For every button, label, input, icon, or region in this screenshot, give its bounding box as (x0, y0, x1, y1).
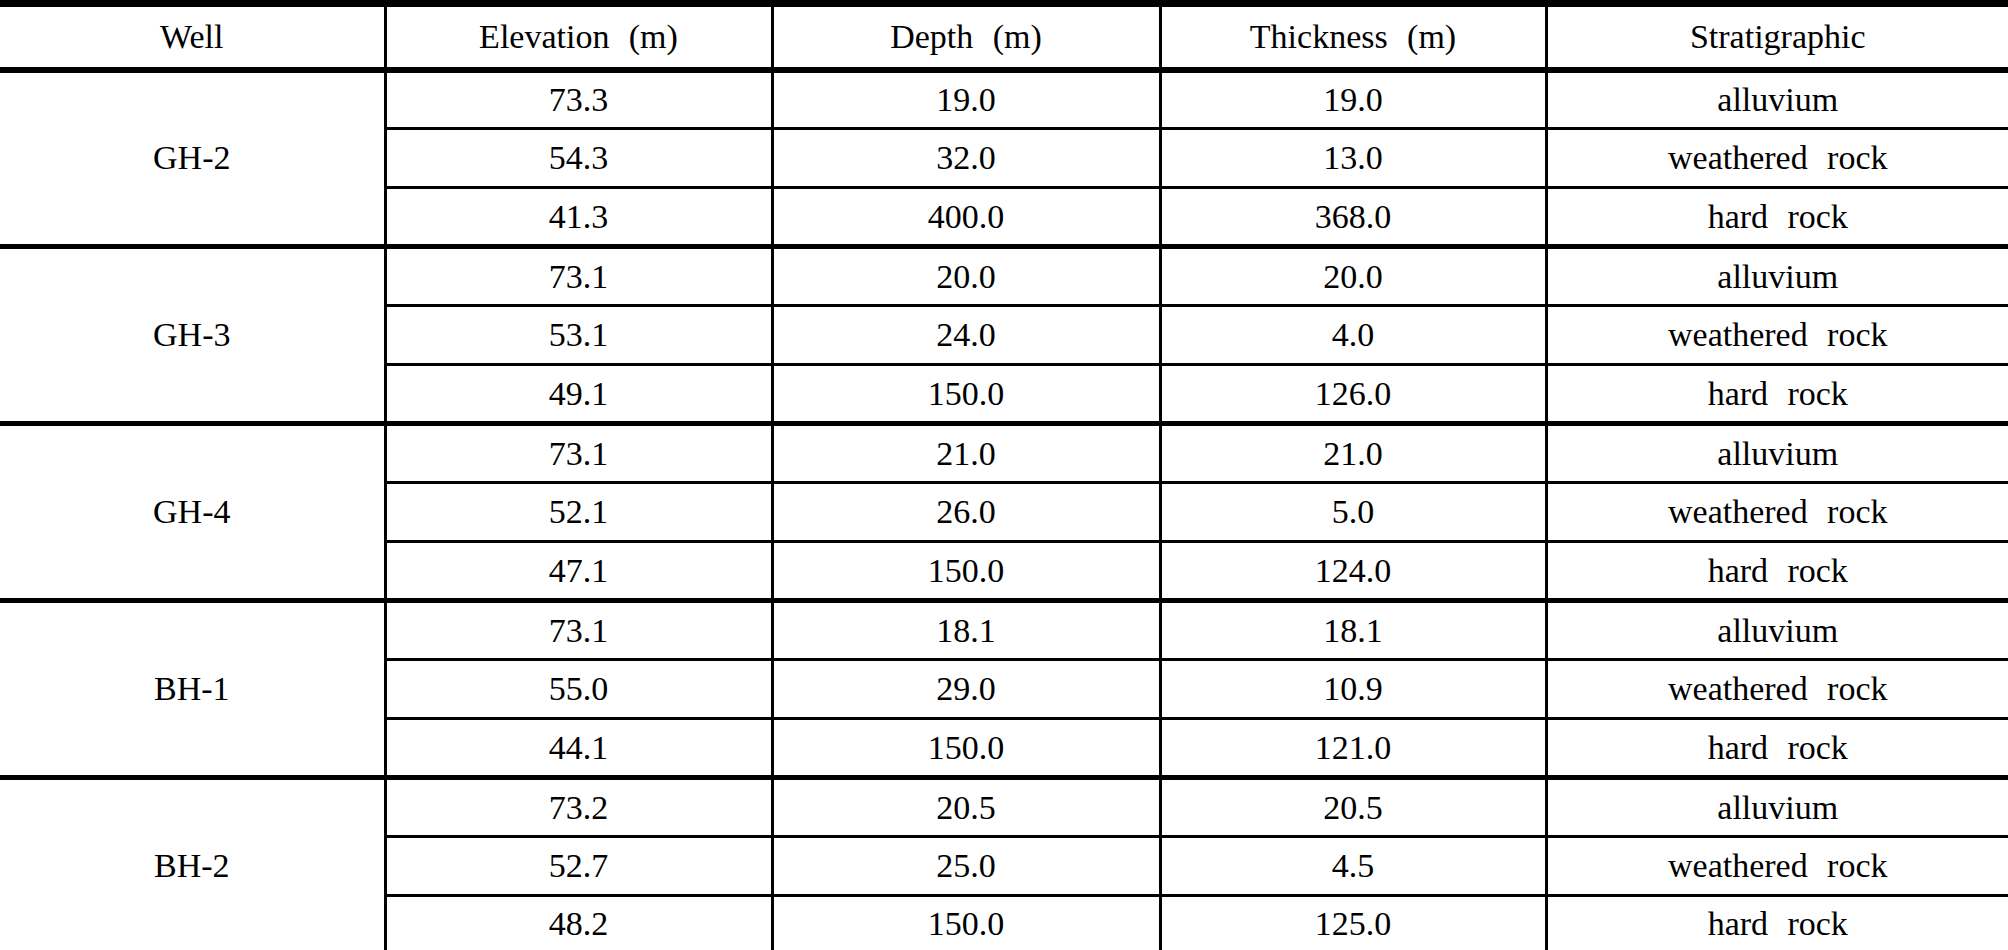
depth-cell: 26.0 (772, 483, 1160, 542)
thickness-cell: 18.1 (1160, 601, 1546, 660)
depth-cell: 150.0 (772, 719, 1160, 778)
depth-cell: 150.0 (772, 365, 1160, 424)
stratigraphic-cell: weathered rock (1546, 306, 2008, 365)
depth-cell: 24.0 (772, 306, 1160, 365)
stratigraphic-cell: hard rock (1546, 188, 2008, 247)
well-cell: BH-1 (0, 601, 385, 778)
elevation-cell: 49.1 (385, 365, 772, 424)
stratigraphic-cell: weathered rock (1546, 837, 2008, 896)
elevation-cell: 53.1 (385, 306, 772, 365)
depth-cell: 25.0 (772, 837, 1160, 896)
column-header-elevation: Elevation (m) (385, 4, 772, 70)
table-row: GH-3 73.1 20.0 20.0 alluvium (0, 247, 2008, 306)
stratigraphic-cell: alluvium (1546, 424, 2008, 483)
elevation-cell: 55.0 (385, 660, 772, 719)
stratigraphic-cell: hard rock (1546, 896, 2008, 950)
column-header-well: Well (0, 4, 385, 70)
well-cell: GH-2 (0, 70, 385, 247)
thickness-cell: 125.0 (1160, 896, 1546, 950)
depth-cell: 19.0 (772, 70, 1160, 129)
stratigraphic-cell: hard rock (1546, 365, 2008, 424)
column-header-thickness: Thickness (m) (1160, 4, 1546, 70)
elevation-cell: 48.2 (385, 896, 772, 950)
table-body: GH-2 73.3 19.0 19.0 alluvium 54.3 32.0 1… (0, 70, 2008, 950)
thickness-cell: 121.0 (1160, 719, 1546, 778)
elevation-cell: 73.1 (385, 247, 772, 306)
depth-cell: 400.0 (772, 188, 1160, 247)
stratigraphic-cell: alluvium (1546, 601, 2008, 660)
thickness-cell: 4.5 (1160, 837, 1546, 896)
thickness-cell: 10.9 (1160, 660, 1546, 719)
well-cell: BH-2 (0, 778, 385, 950)
elevation-cell: 73.1 (385, 424, 772, 483)
well-cell: GH-4 (0, 424, 385, 601)
depth-cell: 150.0 (772, 542, 1160, 601)
table-header: Well Elevation (m) Depth (m) Thickness (… (0, 4, 2008, 70)
elevation-cell: 54.3 (385, 129, 772, 188)
header-row: Well Elevation (m) Depth (m) Thickness (… (0, 4, 2008, 70)
elevation-cell: 41.3 (385, 188, 772, 247)
stratigraphic-cell: alluvium (1546, 70, 2008, 129)
stratigraphic-cell: alluvium (1546, 778, 2008, 837)
depth-cell: 150.0 (772, 896, 1160, 950)
elevation-cell: 52.1 (385, 483, 772, 542)
thickness-cell: 124.0 (1160, 542, 1546, 601)
stratigraphic-cell: weathered rock (1546, 483, 2008, 542)
table-row: BH-1 73.1 18.1 18.1 alluvium (0, 601, 2008, 660)
thickness-cell: 20.0 (1160, 247, 1546, 306)
thickness-cell: 20.5 (1160, 778, 1546, 837)
thickness-cell: 368.0 (1160, 188, 1546, 247)
elevation-cell: 73.2 (385, 778, 772, 837)
column-header-depth: Depth (m) (772, 4, 1160, 70)
thickness-cell: 5.0 (1160, 483, 1546, 542)
depth-cell: 18.1 (772, 601, 1160, 660)
table-row: GH-4 73.1 21.0 21.0 alluvium (0, 424, 2008, 483)
depth-cell: 29.0 (772, 660, 1160, 719)
thickness-cell: 19.0 (1160, 70, 1546, 129)
depth-cell: 21.0 (772, 424, 1160, 483)
stratigraphic-cell: weathered rock (1546, 660, 2008, 719)
column-header-stratigraphic: Stratigraphic (1546, 4, 2008, 70)
elevation-cell: 73.1 (385, 601, 772, 660)
thickness-cell: 126.0 (1160, 365, 1546, 424)
well-cell: GH-3 (0, 247, 385, 424)
stratigraphic-cell: weathered rock (1546, 129, 2008, 188)
elevation-cell: 52.7 (385, 837, 772, 896)
table-row: BH-2 73.2 20.5 20.5 alluvium (0, 778, 2008, 837)
table-row: GH-2 73.3 19.0 19.0 alluvium (0, 70, 2008, 129)
thickness-cell: 21.0 (1160, 424, 1546, 483)
depth-cell: 20.0 (772, 247, 1160, 306)
stratigraphic-cell: alluvium (1546, 247, 2008, 306)
thickness-cell: 4.0 (1160, 306, 1546, 365)
stratigraphic-cell: hard rock (1546, 719, 2008, 778)
elevation-cell: 73.3 (385, 70, 772, 129)
thickness-cell: 13.0 (1160, 129, 1546, 188)
well-stratigraphy-table: Well Elevation (m) Depth (m) Thickness (… (0, 0, 2008, 950)
depth-cell: 32.0 (772, 129, 1160, 188)
elevation-cell: 44.1 (385, 719, 772, 778)
elevation-cell: 47.1 (385, 542, 772, 601)
depth-cell: 20.5 (772, 778, 1160, 837)
stratigraphic-cell: hard rock (1546, 542, 2008, 601)
